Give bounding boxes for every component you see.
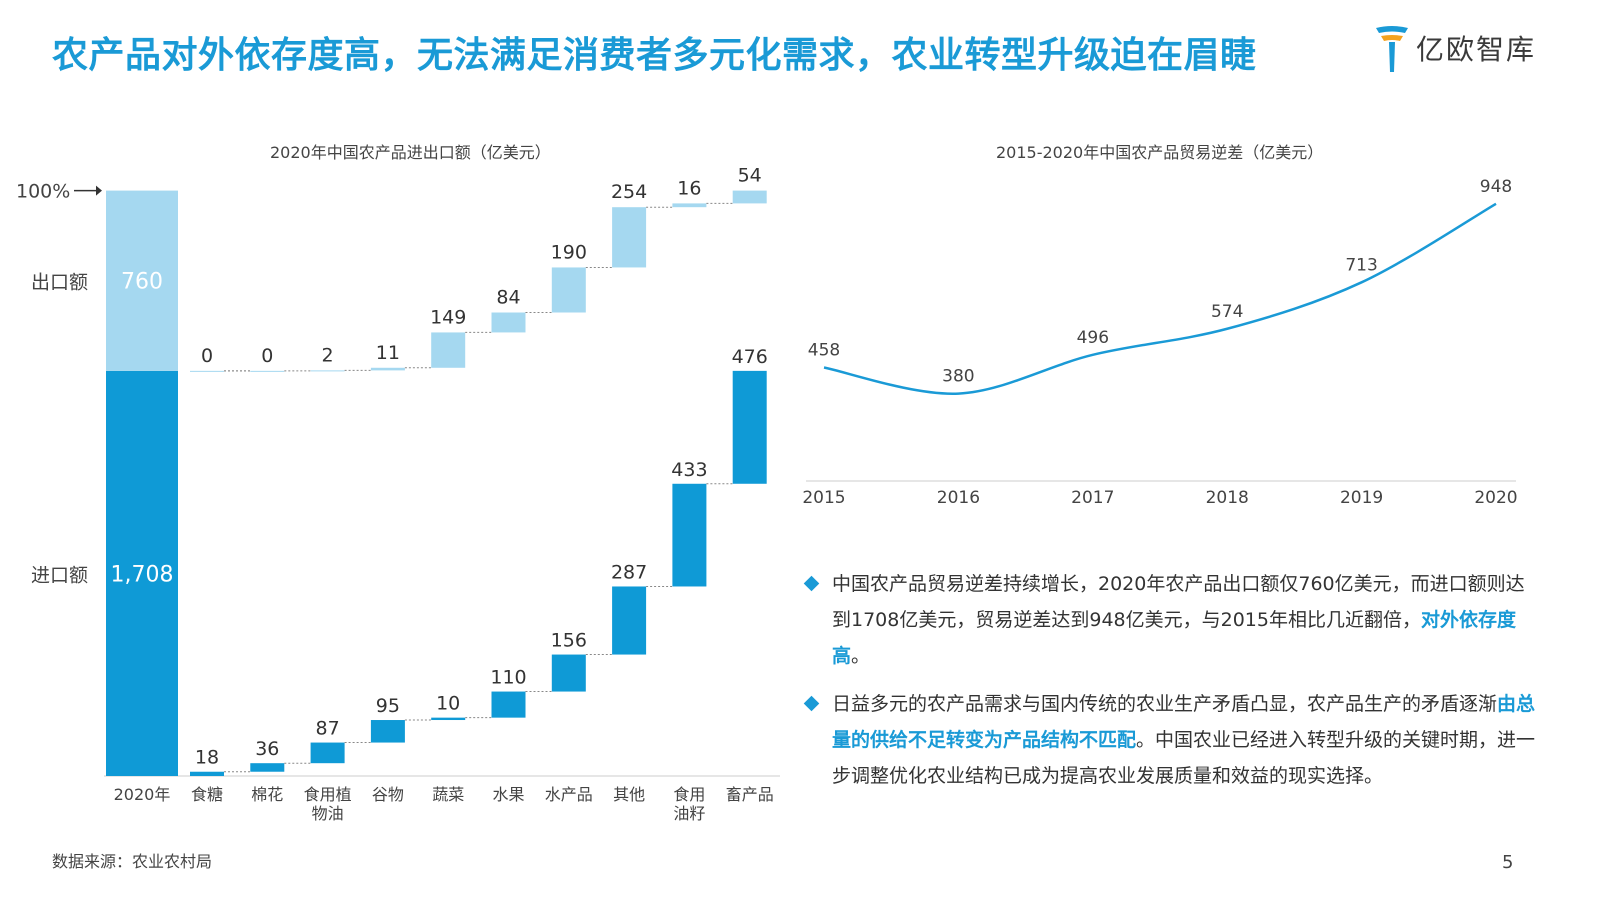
line-value-label: 458 bbox=[808, 341, 840, 361]
export-value-label: 0 bbox=[201, 345, 213, 367]
line-value-label: 380 bbox=[942, 367, 974, 387]
export-bar bbox=[370, 367, 405, 371]
export-row-label: 出口额 bbox=[31, 272, 88, 294]
import-value-label: 36 bbox=[255, 738, 279, 760]
total-import-bar bbox=[106, 370, 178, 776]
export-value-label: 84 bbox=[496, 287, 520, 309]
bullet-1-highlight: 对外依存度高 bbox=[832, 609, 1516, 667]
import-value-label: 18 bbox=[195, 747, 219, 769]
category-label: 食用植物油 bbox=[304, 785, 352, 823]
import-bar bbox=[491, 691, 526, 718]
logo: 亿欧智库 bbox=[1372, 22, 1572, 76]
export-bar bbox=[190, 370, 224, 372]
logo-mark-icon bbox=[1376, 26, 1408, 72]
import-value-label: 87 bbox=[316, 718, 340, 740]
category-label: 其他 bbox=[613, 785, 645, 804]
line-value-label: 948 bbox=[1480, 177, 1512, 197]
export-value-label: 11 bbox=[376, 342, 400, 364]
export-value-label: 190 bbox=[551, 241, 587, 263]
export-value-label: 149 bbox=[430, 306, 466, 328]
category-label: 食糖 bbox=[191, 785, 223, 804]
import-value-label: 476 bbox=[732, 346, 768, 368]
import-value-label: 110 bbox=[490, 667, 526, 689]
import-bar bbox=[672, 483, 707, 587]
category-label: 水果 bbox=[492, 785, 524, 804]
import-value-label: 287 bbox=[611, 561, 647, 583]
line-x-tick-label: 2017 bbox=[1071, 488, 1114, 508]
export-bar bbox=[310, 370, 345, 372]
import-bar bbox=[190, 771, 224, 776]
export-value-label: 2 bbox=[322, 344, 334, 366]
import-bar bbox=[732, 370, 767, 484]
line-x-tick-label: 2018 bbox=[1206, 488, 1249, 508]
import-value-label: 95 bbox=[376, 695, 400, 717]
bullet-1-tail: 。 bbox=[851, 645, 871, 667]
bullet-2-text: 日益多元的农产品需求与国内传统的农业生产矛盾凸显，农产品生产的矛盾逐渐 bbox=[832, 693, 1498, 715]
category-label: 棉花 bbox=[251, 785, 283, 804]
page-number: 5 bbox=[1502, 852, 1514, 873]
category-label: 谷物 bbox=[372, 785, 404, 804]
total-import-label: 1,708 bbox=[111, 562, 174, 587]
export-value-label: 254 bbox=[611, 181, 647, 203]
export-bar bbox=[551, 267, 586, 313]
diamond-bullet-icon bbox=[803, 695, 820, 712]
export-value-label: 16 bbox=[677, 177, 701, 199]
line-x-tick-label: 2015 bbox=[802, 488, 845, 508]
total-category-label: 2020年 bbox=[114, 785, 171, 804]
line-x-tick-label: 2016 bbox=[937, 488, 980, 508]
category-label: 食用油籽 bbox=[673, 785, 705, 823]
import-row-label: 进口额 bbox=[31, 564, 88, 586]
import-bar bbox=[431, 717, 466, 721]
category-label: 蔬菜 bbox=[432, 785, 464, 804]
total-export-label: 760 bbox=[121, 270, 163, 295]
hundred-percent-label: 100% bbox=[16, 181, 70, 203]
line-value-label: 713 bbox=[1345, 255, 1377, 275]
export-bar bbox=[431, 332, 466, 368]
category-label: 水产品 bbox=[545, 785, 593, 804]
import-value-label: 433 bbox=[671, 459, 707, 481]
import-bar bbox=[370, 720, 405, 743]
export-bar bbox=[250, 370, 285, 372]
line-value-label: 496 bbox=[1077, 328, 1109, 348]
line-chart-title: 2015-2020年中国农产品贸易逆差（亿美元） bbox=[996, 143, 1324, 162]
bullet-list: 中国农产品贸易逆差持续增长，2020年农产品出口额仅760亿美元，而进口额则达到… bbox=[803, 566, 1536, 806]
page-title: 农产品对外依存度高，无法满足消费者多元化需求，农业转型升级迫在眉睫 bbox=[52, 35, 1257, 76]
bullet-item-1: 中国农产品贸易逆差持续增长，2020年农产品出口额仅760亿美元，而进口额则达到… bbox=[803, 566, 1536, 674]
waterfall-chart-title: 2020年中国农产品进出口额（亿美元） bbox=[270, 143, 551, 162]
bullet-2-tail: 。中国农业已经进入转型升级的关键时期，进一步调整优化农业结构已成为提高农业发展质… bbox=[832, 729, 1536, 787]
logo-text: 亿欧智库 bbox=[1416, 33, 1537, 66]
import-bar bbox=[551, 654, 586, 692]
import-bar bbox=[612, 586, 647, 655]
export-bar bbox=[491, 312, 526, 333]
import-bar bbox=[250, 763, 285, 772]
export-bar bbox=[732, 190, 767, 204]
deficit-line bbox=[823, 202, 1497, 395]
data-source: 数据来源：农业农村局 bbox=[52, 852, 213, 871]
import-value-label: 10 bbox=[436, 693, 460, 715]
line-value-label: 574 bbox=[1211, 302, 1243, 322]
export-value-label: 0 bbox=[261, 345, 273, 367]
total-export-bar bbox=[106, 190, 178, 371]
arrow-right-icon bbox=[96, 185, 102, 196]
category-label: 畜产品 bbox=[726, 785, 774, 804]
diamond-bullet-icon bbox=[803, 575, 820, 592]
bullet-item-2: 日益多元的农产品需求与国内传统的农业生产矛盾凸显，农产品生产的矛盾逐渐由总量的供… bbox=[803, 686, 1536, 794]
import-value-label: 156 bbox=[551, 630, 587, 652]
export-bar bbox=[672, 203, 707, 208]
line-x-tick-label: 2019 bbox=[1340, 488, 1383, 508]
line-x-tick-label: 2020 bbox=[1474, 488, 1517, 508]
bullet-2-highlight: 由总量的供给不足转变为产品结构不匹配 bbox=[832, 693, 1536, 751]
bullet-1-text: 中国农产品贸易逆差持续增长，2020年农产品出口额仅760亿美元，而进口额则达到… bbox=[832, 573, 1525, 631]
export-bar bbox=[612, 207, 647, 268]
export-value-label: 54 bbox=[738, 165, 762, 187]
import-bar bbox=[310, 742, 345, 764]
